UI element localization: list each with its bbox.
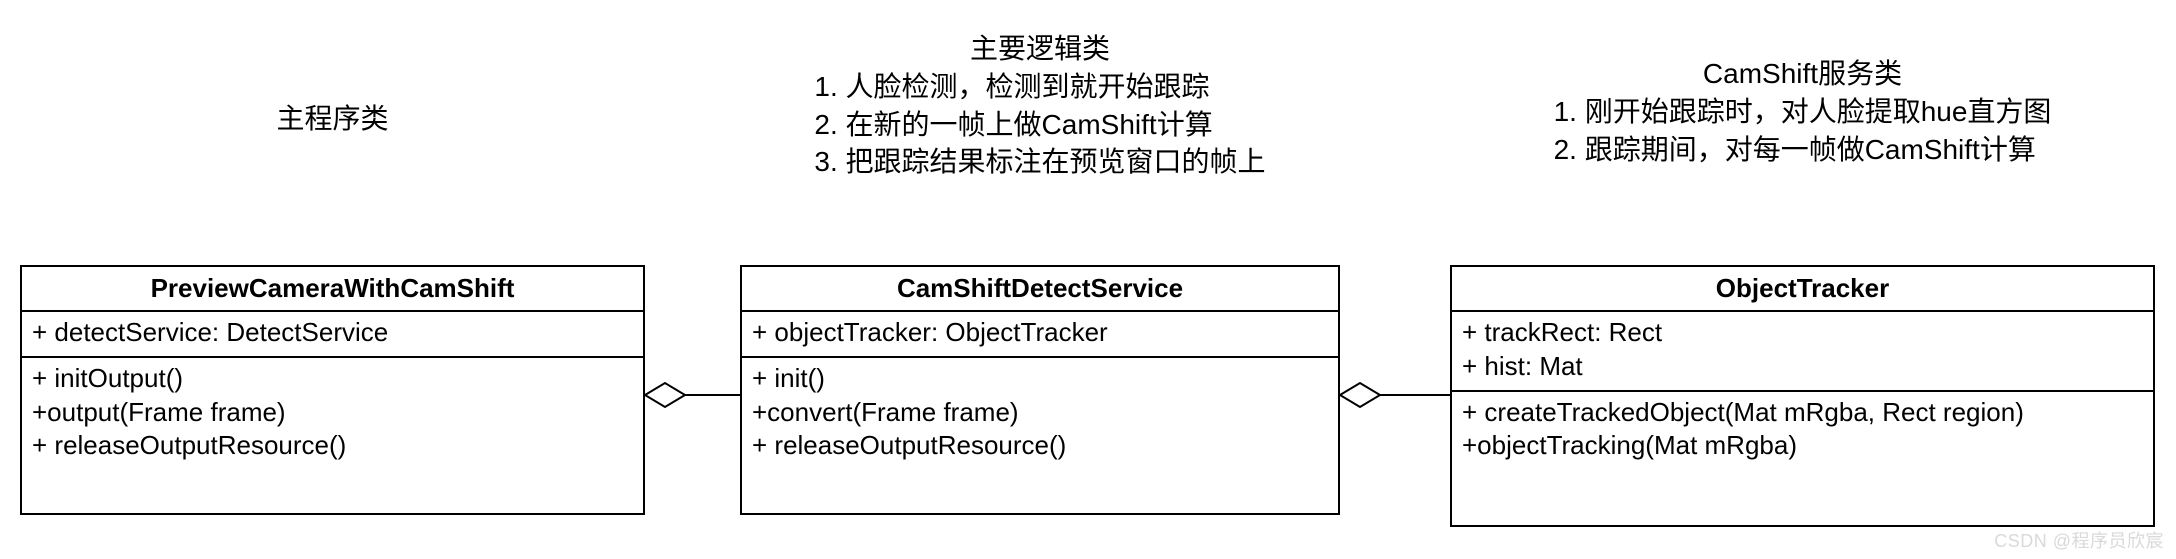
header-title: 主要逻辑类 bbox=[740, 30, 1340, 68]
aggregation-diamond bbox=[1340, 383, 1380, 407]
uml-class-attributes: + trackRect: Rect+ hist: Mat bbox=[1452, 312, 2153, 392]
header-title: CamShift服务类 bbox=[1450, 55, 2155, 93]
uml-operation-row: + releaseOutputResource() bbox=[32, 429, 633, 463]
header-line: 1. 人脸检测，检测到就开始跟踪 bbox=[814, 68, 1209, 106]
header-line: 2. 在新的一帧上做CamShift计算 bbox=[814, 106, 1212, 144]
uml-attribute-row: + detectService: DetectService bbox=[32, 316, 633, 350]
watermark-text: CSDN @程序员欣宸 bbox=[1994, 527, 2164, 553]
header-line: 3. 把跟踪结果标注在预览窗口的帧上 bbox=[814, 143, 1265, 181]
uml-class-preview-camera: PreviewCameraWithCamShift + detectServic… bbox=[20, 265, 645, 515]
uml-attribute-row: + hist: Mat bbox=[1462, 350, 2143, 384]
header-main-program: 主程序类 bbox=[20, 100, 645, 159]
header-line: 1. 刚开始跟踪时，对人脸提取hue直方图 bbox=[1554, 93, 2052, 131]
aggregation-diamond bbox=[645, 383, 685, 407]
uml-class-operations: + createTrackedObject(Mat mRgba, Rect re… bbox=[1452, 392, 2153, 470]
header-tracker: CamShift服务类 1. 刚开始跟踪时，对人脸提取hue直方图2. 跟踪期间… bbox=[1450, 55, 2155, 168]
uml-operation-row: + releaseOutputResource() bbox=[752, 429, 1328, 463]
uml-class-name: PreviewCameraWithCamShift bbox=[22, 267, 643, 312]
uml-class-object-tracker: ObjectTracker + trackRect: Rect+ hist: M… bbox=[1450, 265, 2155, 527]
uml-class-attributes: + objectTracker: ObjectTracker bbox=[742, 312, 1338, 358]
uml-operation-row: +objectTracking(Mat mRgba) bbox=[1462, 429, 2143, 463]
uml-attribute-row: + objectTracker: ObjectTracker bbox=[752, 316, 1328, 350]
uml-attribute-row: + trackRect: Rect bbox=[1462, 316, 2143, 350]
uml-operation-row: +convert(Frame frame) bbox=[752, 396, 1328, 430]
uml-class-camshift-service: CamShiftDetectService + objectTracker: O… bbox=[740, 265, 1340, 515]
uml-operation-row: + init() bbox=[752, 362, 1328, 396]
header-logic: 主要逻辑类 1. 人脸检测，检测到就开始跟踪2. 在新的一帧上做CamShift… bbox=[740, 30, 1340, 181]
uml-class-name: CamShiftDetectService bbox=[742, 267, 1338, 312]
header-line: 2. 跟踪期间，对每一帧做CamShift计算 bbox=[1554, 131, 2036, 169]
uml-operation-row: + createTrackedObject(Mat mRgba, Rect re… bbox=[1462, 396, 2143, 430]
uml-operation-row: +output(Frame frame) bbox=[32, 396, 633, 430]
uml-class-operations: + init()+convert(Frame frame)+ releaseOu… bbox=[742, 358, 1338, 469]
uml-operation-row: + initOutput() bbox=[32, 362, 633, 396]
uml-class-operations: + initOutput()+output(Frame frame)+ rele… bbox=[22, 358, 643, 469]
uml-class-attributes: + detectService: DetectService bbox=[22, 312, 643, 358]
uml-class-name: ObjectTracker bbox=[1452, 267, 2153, 312]
header-title: 主程序类 bbox=[20, 100, 645, 138]
